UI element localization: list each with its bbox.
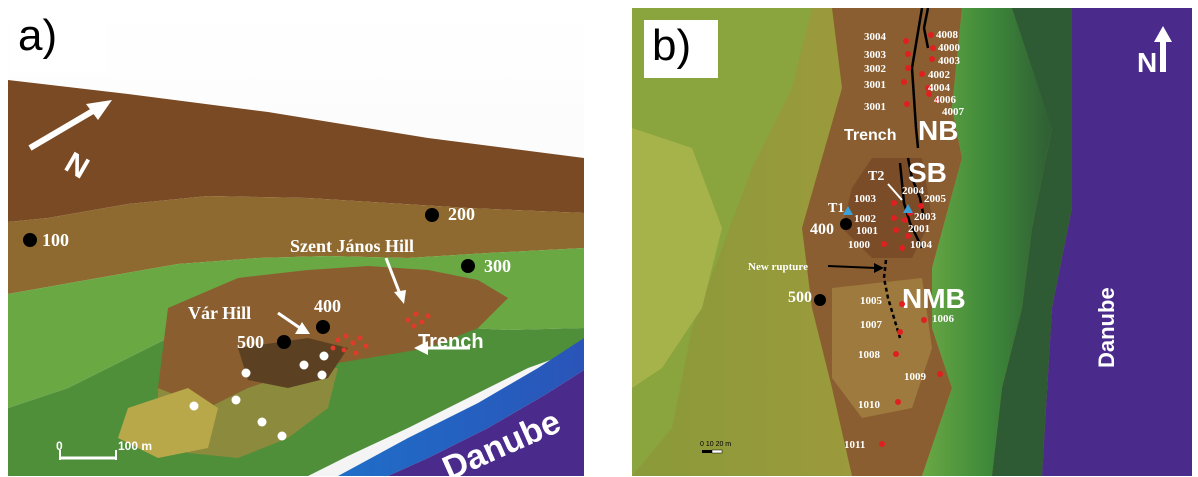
north-arrow xyxy=(28,100,112,151)
east-escarpment-dark xyxy=(992,8,1072,476)
central-ridge-tan xyxy=(832,278,932,418)
label-4006: 4006 xyxy=(934,94,957,106)
block-label-nmb: NMB xyxy=(902,283,966,314)
block-label-nb: NB xyxy=(918,115,958,146)
north-label: N xyxy=(1137,47,1157,78)
block-label-sb: SB xyxy=(908,157,947,188)
label-3001-b: 3001 xyxy=(864,101,886,113)
panel-a-terrain-map: N 100 200 300 400 500 Szent János Hill xyxy=(8,8,584,476)
label-1004: 1004 xyxy=(910,239,933,251)
label-3002: 3002 xyxy=(864,63,887,75)
point-400-marker xyxy=(840,218,852,230)
ridge-slope-band xyxy=(8,196,584,294)
label-1001: 1001 xyxy=(856,225,878,237)
sb-labels: 2004 2005 1003 2003 1002 2001 1001 1000 … xyxy=(848,185,947,251)
label-4000: 4000 xyxy=(938,42,961,54)
var-hill-label: Vár Hill xyxy=(188,303,251,323)
label-2004: 2004 xyxy=(902,185,925,197)
label-1010: 1010 xyxy=(858,399,881,411)
point-500-label: 500 xyxy=(237,332,264,352)
panel-a-label: a) xyxy=(10,10,106,74)
river-danube-area xyxy=(1042,8,1192,476)
white-point-markers xyxy=(189,351,329,441)
label-3003: 3003 xyxy=(864,49,887,61)
left-slope-yellow xyxy=(632,128,722,388)
red-point-cluster xyxy=(330,311,431,356)
t2-label: T2 xyxy=(868,169,884,184)
panel-b-terrain-map: N 3004 3003 3002 3001 3001 4008 4000 400… xyxy=(632,8,1192,476)
label-2005: 2005 xyxy=(924,193,947,205)
trench-label: Trench xyxy=(418,331,484,353)
point-300-label: 300 xyxy=(484,256,511,276)
label-4007: 4007 xyxy=(942,106,965,118)
central-ridge-dark xyxy=(842,158,932,258)
north-arrow xyxy=(1154,26,1172,72)
label-1009: 1009 xyxy=(904,371,927,383)
east-escarpment xyxy=(922,8,1052,476)
point-100-marker xyxy=(23,233,37,247)
label-2003: 2003 xyxy=(914,211,937,223)
t2-arrow xyxy=(887,183,903,201)
var-hill-arrow xyxy=(277,311,310,334)
szent-janos-hill-label: Szent János Hill xyxy=(290,236,414,256)
label-4003: 4003 xyxy=(938,55,961,67)
panel-b: N 3004 3003 3002 3001 3001 4008 4000 400… xyxy=(632,8,1192,476)
danube-label: Danube xyxy=(1094,287,1119,368)
point-500-marker xyxy=(277,335,291,349)
red-markers-nb xyxy=(901,32,941,107)
panel-b-label: b) xyxy=(644,20,718,78)
scale-label: 0 10 20 m xyxy=(700,441,731,448)
new-rupture-label: New rupture xyxy=(748,261,808,273)
szent-janos-arrow xyxy=(384,257,406,304)
new-rupture-arrow xyxy=(827,263,884,273)
label-1005: 1005 xyxy=(860,295,883,307)
label-2001: 2001 xyxy=(908,223,930,235)
point-200-marker xyxy=(425,208,439,222)
left-slope-green xyxy=(632,8,812,476)
point-400-label: 400 xyxy=(810,221,834,238)
scale-bar xyxy=(702,449,723,454)
label-1003: 1003 xyxy=(854,193,877,205)
nmb-labels: 1005 1006 1007 1008 1009 1010 1011 xyxy=(844,295,955,451)
label-3001-a: 3001 xyxy=(864,79,886,91)
label-1008: 1008 xyxy=(858,349,881,361)
label-4004: 4004 xyxy=(928,82,951,94)
label-1011: 1011 xyxy=(844,439,865,451)
label-1006: 1006 xyxy=(932,313,955,325)
scale-bar xyxy=(59,450,117,460)
point-200-label: 200 xyxy=(448,204,475,224)
scale-label-end: 100 m xyxy=(118,439,152,453)
new-rupture-line xyxy=(882,259,902,339)
label-1002: 1002 xyxy=(854,213,877,225)
river-danube-area xyxy=(388,370,584,476)
label-4002: 4002 xyxy=(928,69,951,81)
label-3004: 3004 xyxy=(864,31,887,43)
red-labels-nb: 3004 3003 3002 3001 3001 4008 4000 4003 … xyxy=(864,29,965,118)
trench-arrow xyxy=(414,341,470,355)
panel-a: N 100 200 300 400 500 Szent János Hill xyxy=(8,8,584,476)
trench-label: Trench xyxy=(844,127,896,144)
scale-label-start: 0 xyxy=(56,439,63,453)
red-markers-nmb xyxy=(879,301,943,447)
point-400-label: 400 xyxy=(314,296,341,316)
upper-ridge xyxy=(8,80,584,222)
point-500-label: 500 xyxy=(788,289,812,306)
point-100-label: 100 xyxy=(42,230,69,250)
point-400-marker xyxy=(316,320,330,334)
point-300-marker xyxy=(461,259,475,273)
label-1000: 1000 xyxy=(848,239,871,251)
t1-label: T1 xyxy=(828,201,844,216)
blue-markers xyxy=(843,204,913,215)
point-500-marker xyxy=(814,294,826,306)
label-4008: 4008 xyxy=(936,29,959,41)
label-1007: 1007 xyxy=(860,319,883,331)
